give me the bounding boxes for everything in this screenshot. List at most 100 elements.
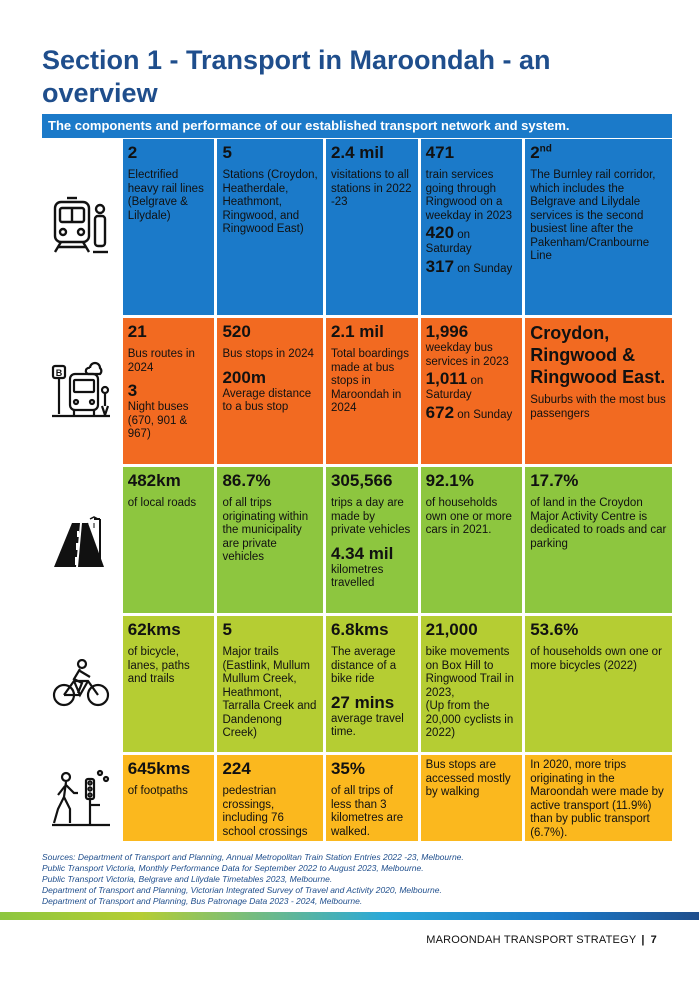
bicycle-icon — [42, 616, 120, 752]
stat-description: average travel time. — [330, 712, 404, 739]
stat-description: of all trips of less than 3 kilometres a… — [330, 785, 404, 838]
daily-trips-cell: 305,566 trips a day are made by private … — [325, 467, 418, 613]
source-line: Public Transport Victoria, Monthly Perfo… — [42, 863, 424, 873]
stat-description: of all trips originating within the muni… — [222, 497, 309, 563]
bus-boardings-cell: 2.1 mil Total boardings made at bus stop… — [325, 318, 418, 464]
stat-value: 2.1 mil — [330, 322, 384, 341]
stat-description: In 2020, more trips originating in the M… — [530, 759, 664, 839]
stat-description: of land in the Croydon Major Activity Ce… — [530, 497, 667, 550]
stat-value-km: 4.34 mil — [330, 543, 394, 563]
source-line: Public Transport Victoria, Belgrave and … — [42, 874, 333, 884]
burnley-corridor-cell: 2nd The Burnley rail corridor, which inc… — [525, 139, 673, 315]
stat-description: Bus stops in 2024 — [222, 348, 314, 360]
sources-list: Sources: Department of Transport and Pla… — [42, 852, 672, 907]
source-line: Department of Transport and Planning, Bu… — [42, 896, 363, 906]
footpaths-cell: 645kms of footpaths — [122, 755, 215, 841]
stat-description: Electrified heavy rail lines (Belgrave &… — [127, 169, 204, 222]
stat-description: of footpaths — [127, 785, 188, 797]
svg-text:B: B — [56, 368, 63, 378]
local-roads-cell: 482km of local roads — [122, 467, 215, 613]
walking-row: 645kms of footpaths 224 pedestrian cross… — [42, 755, 673, 841]
bus-stop-access-cell: Bus stops are accessed mostly by walking — [420, 755, 523, 841]
stat-description: Average distance to a bus stop — [222, 387, 312, 414]
ordinal-suffix: nd — [539, 143, 552, 155]
stat-value: 520 — [222, 322, 251, 341]
stat-description: train services going through Ringwood on… — [425, 169, 512, 222]
train-row: 2 Electrified heavy rail lines (Belgrave… — [42, 139, 673, 315]
pedestrian-icon — [42, 755, 120, 841]
stat-description: of households own one or more cars in 20… — [425, 497, 512, 536]
station-visitations-cell: 2.4 mil visitations to all stations in 2… — [325, 139, 418, 315]
stat-description: Total boardings made at bus stops in Mar… — [330, 348, 409, 414]
short-trips-walked-cell: 35% of all trips of less than 3 kilometr… — [325, 755, 418, 841]
stat-value: Croydon, Ringwood & Ringwood East. — [530, 323, 666, 387]
stat-description: bike movements on Box Hill to Ringwood T… — [425, 646, 514, 699]
stat-value: 6.8kms — [330, 620, 389, 639]
stat-value: 92.1% — [425, 471, 474, 490]
stat-value: 5 — [222, 620, 232, 639]
source-line: Sources: Department of Transport and Pla… — [42, 852, 464, 862]
footer-gradient-rule — [0, 912, 699, 920]
stat-value-time: 27 mins — [330, 692, 395, 712]
stat-description: pedestrian crossings, including 76 schoo… — [222, 785, 308, 838]
source-line: Department of Transport and Planning, Vi… — [42, 885, 442, 895]
page-footer: MAROONDAH TRANSPORT STRATEGY | 7 — [426, 934, 657, 946]
stat-suffix: on Sunday — [454, 262, 513, 275]
stat-note: (Up from the 20,000 cyclists in 2022) — [425, 700, 514, 739]
stat-value: 471 — [425, 143, 455, 162]
road-row: 482km of local roads 86.7% of all trips … — [42, 467, 673, 613]
stat-description: Suburbs with the most bus passengers — [530, 394, 666, 420]
active-transport-cell: In 2020, more trips originating in the M… — [525, 755, 673, 841]
bus-services-cell: 1,996 weekday bus services in 2023 1,011… — [420, 318, 523, 464]
stat-suffix: on Saturday — [425, 229, 472, 255]
stat-note: (670, 901 & 967) — [127, 414, 188, 441]
stations-cell: 5 Stations (Croydon, Heatherdale, Heathm… — [217, 139, 323, 315]
train-icon — [42, 139, 120, 315]
stat-description: of bicycle, lanes, paths and trails — [127, 646, 190, 685]
household-cars-cell: 92.1% of households own one or more cars… — [420, 467, 523, 613]
land-dedicated-cell: 17.7% of land in the Croydon Major Activ… — [525, 467, 673, 613]
stat-value: 482km — [127, 471, 181, 490]
stat-value: 645kms — [127, 759, 191, 778]
bus-icon: B — [42, 318, 120, 464]
stat-value: 224 — [222, 759, 251, 778]
stat-value: 35% — [330, 759, 365, 778]
bike-movements-cell: 21,000 bike movements on Box Hill to Rin… — [420, 616, 523, 752]
stat-value: 21,000 — [425, 620, 478, 639]
stat-value: 305,566 — [330, 471, 393, 490]
stat-description: of households own one or more bicycles (… — [530, 646, 662, 672]
stat-description: trips a day are made by private vehicles — [330, 497, 411, 536]
stat-value-saturday: 1,011 — [425, 369, 468, 388]
road-icon — [42, 467, 120, 613]
major-trails-cell: 5 Major trails (Eastlink, Mullum Mullum … — [217, 616, 323, 752]
stat-value: 2.4 mil — [330, 143, 384, 162]
stat-description: Bus stops are accessed mostly by walking — [425, 759, 511, 798]
private-vehicle-trips-cell: 86.7% of all trips originating within th… — [217, 467, 323, 613]
stat-value: 53.6% — [530, 620, 579, 639]
page-number: 7 — [650, 934, 657, 946]
stat-value-saturday: 420 — [425, 223, 455, 242]
bus-row: B 21 Bus routes in 2024 3 Night buses — [42, 318, 673, 464]
stat-value: 5 — [222, 143, 232, 162]
stat-description: weekday bus services in 2023 — [425, 342, 509, 368]
stat-value: 17.7% — [530, 471, 579, 490]
stat-value-sunday: 317 — [425, 256, 455, 276]
stat-suffix: on Saturday — [425, 375, 484, 401]
bicycle-lanes-cell: 62kms of bicycle, lanes, paths and trail… — [122, 616, 215, 752]
stat-description: Bus routes in 2024 — [127, 348, 195, 374]
footer-title: MAROONDAH TRANSPORT STRATEGY — [426, 934, 637, 946]
stat-value: 21 — [127, 322, 147, 341]
page-title: Section 1 - Transport in Maroondah - an … — [42, 45, 551, 108]
stat-description: Major trails (Eastlink, Mullum Mullum Cr… — [222, 646, 317, 739]
stat-value: 2 — [127, 143, 138, 162]
pedestrian-crossings-cell: 224 pedestrian crossings, including 76 s… — [217, 755, 323, 841]
stat-description: Night buses — [127, 401, 189, 413]
bicycle-row: 62kms of bicycle, lanes, paths and trail… — [42, 616, 673, 752]
stat-value: 62kms — [127, 620, 181, 639]
electrified-lines-cell: 2 Electrified heavy rail lines (Belgrave… — [122, 139, 215, 315]
bus-routes-cell: 21 Bus routes in 2024 3 Night buses (670… — [122, 318, 215, 464]
household-bicycles-cell: 53.6% of households own one or more bicy… — [525, 616, 673, 752]
stat-value: 86.7% — [222, 471, 271, 490]
stat-value-sunday: 672 — [425, 402, 455, 422]
stat-description: Stations (Croydon, Heatherdale, Heathmon… — [222, 169, 318, 235]
